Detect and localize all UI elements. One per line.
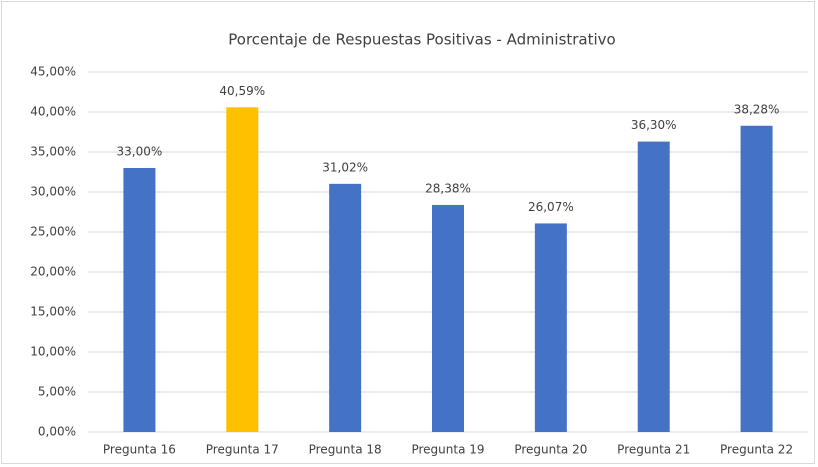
data-label: 38,28%: [734, 102, 780, 116]
bar: [123, 168, 156, 432]
x-tick-label: Pregunta 22: [720, 443, 793, 457]
x-tick-label: Pregunta 17: [206, 443, 279, 457]
y-tick-label: 5,00%: [38, 385, 76, 399]
y-tick-label: 15,00%: [30, 305, 76, 319]
x-tick-label: Pregunta 19: [411, 443, 484, 457]
bar: [637, 141, 670, 432]
y-tick-label: 45,00%: [30, 65, 76, 79]
bar: [226, 107, 259, 432]
y-tick-label: 40,00%: [30, 105, 76, 119]
x-tick-label: Pregunta 21: [617, 443, 690, 457]
y-tick-label: 25,00%: [30, 225, 76, 239]
bar: [740, 125, 773, 432]
data-label: 28,38%: [425, 181, 471, 195]
data-label: 26,07%: [528, 200, 574, 214]
bar: [432, 204, 464, 432]
y-tick-label: 30,00%: [30, 185, 76, 199]
y-tick-label: 0,00%: [38, 425, 76, 439]
x-tick-label: Pregunta 18: [309, 443, 382, 457]
data-label: 36,30%: [631, 118, 677, 132]
bar: [329, 183, 362, 432]
y-tick-label: 20,00%: [30, 265, 76, 279]
chart-title: Porcentaje de Respuestas Positivas - Adm…: [228, 31, 615, 49]
x-tick-label: Pregunta 16: [103, 443, 176, 457]
data-label: 33,00%: [117, 145, 163, 159]
data-label: 31,02%: [322, 160, 368, 174]
x-tick-label: Pregunta 20: [514, 443, 587, 457]
bar: [534, 223, 567, 432]
y-tick-label: 35,00%: [30, 145, 76, 159]
data-label: 40,59%: [219, 84, 265, 98]
y-tick-label: 10,00%: [30, 345, 76, 359]
